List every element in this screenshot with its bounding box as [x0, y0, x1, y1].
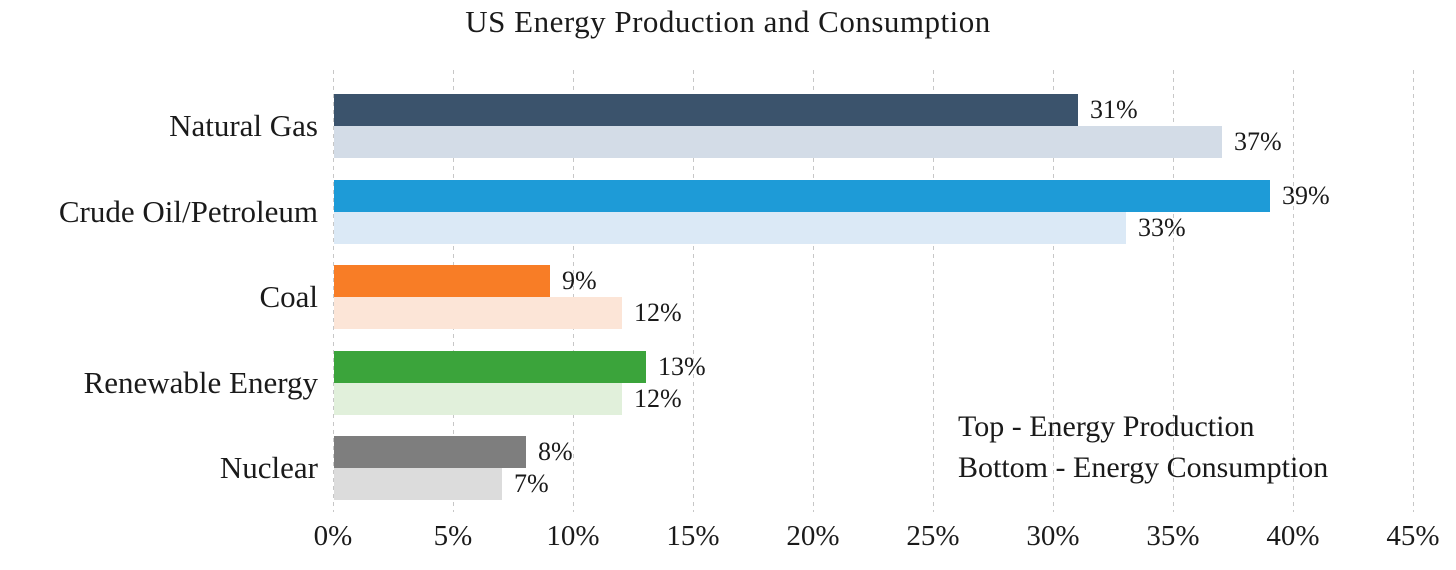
category-label-renewable-energy: Renewable Energy	[83, 364, 318, 400]
bar-coal-energy-consumption	[334, 297, 622, 330]
x-tick-label-10: 10%	[546, 520, 600, 552]
category-label-crude-oil-petroleum: Crude Oil/Petroleum	[58, 193, 318, 229]
bar-nuclear-energy-production	[334, 436, 526, 469]
value-label-crude-oil-petroleum-energy-consumption: 33%	[1138, 212, 1186, 242]
gridline-25	[933, 70, 934, 512]
x-tick-label-45: 45%	[1386, 520, 1440, 552]
gridline-15	[693, 70, 694, 512]
x-tick-label-40: 40%	[1266, 520, 1320, 552]
legend-note-production: Top - Energy Production	[958, 410, 1255, 443]
x-tick-label-5: 5%	[433, 520, 473, 552]
value-label-renewable-energy-energy-production: 13%	[658, 351, 706, 381]
value-label-nuclear-energy-consumption: 7%	[514, 469, 549, 499]
x-tick-label-35: 35%	[1146, 520, 1200, 552]
legend-note-consumption: Bottom - Energy Consumption	[958, 451, 1329, 484]
gridline-35	[1173, 70, 1174, 512]
value-label-coal-energy-production: 9%	[562, 266, 597, 296]
x-tick-label-0: 0%	[313, 520, 353, 552]
gridline-40	[1293, 70, 1294, 512]
category-label-natural-gas: Natural Gas	[169, 108, 318, 143]
value-label-coal-energy-consumption: 12%	[634, 298, 682, 328]
x-tick-label-25: 25%	[906, 520, 960, 552]
category-label-nuclear: Nuclear	[219, 450, 318, 486]
bar-natural-gas-energy-production	[334, 94, 1078, 126]
gridline-0	[333, 70, 334, 512]
value-label-renewable-energy-energy-consumption: 12%	[634, 383, 682, 413]
x-tick-label-30: 30%	[1026, 520, 1080, 552]
bar-crude-oil-petroleum-energy-production	[334, 179, 1270, 212]
gridline-45	[1413, 70, 1414, 512]
chart-title: US Energy Production and Consumption	[465, 4, 991, 39]
value-label-nuclear-energy-production: 8%	[538, 437, 573, 467]
gridline-10	[573, 70, 574, 512]
value-label-natural-gas-energy-consumption: 37%	[1234, 127, 1282, 156]
bar-coal-energy-production	[334, 265, 550, 298]
x-tick-label-20: 20%	[786, 520, 840, 552]
x-tick-label-15: 15%	[666, 520, 720, 552]
bar-nuclear-energy-consumption	[334, 468, 502, 501]
category-label-coal: Coal	[259, 279, 318, 315]
x-axis: 0% 5% 10% 15% 20% 25% 30% 35% 40% 45%	[0, 520, 1456, 560]
value-label-crude-oil-petroleum-energy-production: 39%	[1282, 180, 1330, 210]
value-label-natural-gas-energy-production: 31%	[1090, 95, 1138, 124]
bar-renewable-energy-energy-consumption	[334, 382, 622, 415]
bar-crude-oil-petroleum-energy-consumption	[334, 211, 1126, 244]
bar-natural-gas-energy-consumption	[334, 126, 1222, 158]
plot-area: 31% 37% 39% 33% 9% 12% 13% 12% 8% 7%	[333, 70, 1414, 512]
legend-note: Top - Energy Production Bottom - Energy …	[958, 406, 1328, 488]
gridline-20	[813, 70, 814, 512]
gridline-30	[1053, 70, 1054, 512]
bar-renewable-energy-energy-production	[334, 350, 646, 383]
